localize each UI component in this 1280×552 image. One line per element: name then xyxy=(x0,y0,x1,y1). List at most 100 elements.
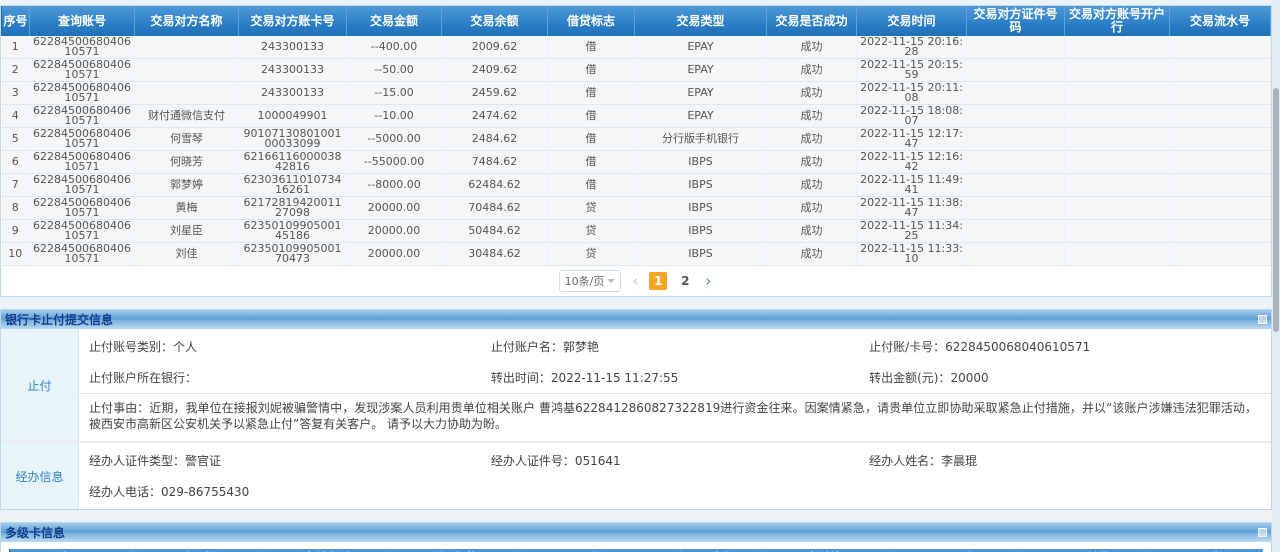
table-cell: 50484.62 xyxy=(441,219,548,243)
table-cell xyxy=(1064,196,1170,220)
table-row: 4 6228450068040610571 财付通微信支付 1000049901 --1… xyxy=(1,104,1271,128)
table-cell: 借 xyxy=(547,104,635,128)
table-cell: 成功 xyxy=(766,219,857,243)
stop-payment-section: 银行卡止付提交信息 止付 止付账号类别：个人 止付账户名：郭梦艳 止付账/卡号：… xyxy=(0,309,1272,510)
table-cell: 成功 xyxy=(766,127,857,151)
table-cell: 2459.62 xyxy=(441,81,548,105)
table-cell: --5000.00 xyxy=(346,127,442,151)
table-cell xyxy=(1064,219,1170,243)
table-cell: 何晓芳 xyxy=(134,150,239,174)
table-cell: 黄梅 xyxy=(134,196,239,220)
table-cell: --50.00 xyxy=(346,58,442,82)
table-cell xyxy=(966,219,1065,243)
table-cell: 2022-11-15 20:16:28 xyxy=(856,36,967,59)
table-cell: 郭梦婷 xyxy=(134,173,239,197)
table-cell: 20000.00 xyxy=(346,196,442,220)
collapse-icon[interactable] xyxy=(1258,528,1267,537)
table-cell: 6235010990500170473 xyxy=(238,242,347,266)
stop-account-bank: 止付账户所在银行： xyxy=(89,371,198,385)
table-cell xyxy=(966,127,1065,151)
table-cell xyxy=(1169,58,1271,82)
agent-info-body: 经办人证件类型：警官证 经办人证件号：051641 经办人姓名：李晨琨 经办人电… xyxy=(79,443,1271,509)
collapse-icon[interactable] xyxy=(1258,315,1267,324)
page-size-label: 10条/页 xyxy=(564,275,605,288)
table-cell: 6228450068040610571 xyxy=(29,196,135,220)
table-cell xyxy=(966,173,1065,197)
table-cell: 243300133 xyxy=(238,36,347,59)
table-cell: 3 xyxy=(1,81,30,105)
table-cell: 借 xyxy=(547,150,635,174)
next-page-button[interactable]: › xyxy=(705,271,712,290)
section-title: 银行卡止付提交信息 xyxy=(5,313,114,327)
table-cell xyxy=(966,104,1065,128)
table-row: 1 6228450068040610571 243300133 --400.00 200… xyxy=(1,36,1271,59)
table-row: 5 6228450068040610571 何雪琴 90107130801001000… xyxy=(1,127,1271,151)
page-number-1[interactable]: 1 xyxy=(649,272,668,290)
scrollbar-thumb[interactable] xyxy=(1273,88,1279,332)
table-cell: 成功 xyxy=(766,104,857,128)
table-cell: EPAY xyxy=(634,36,767,59)
table-row: 7 6228450068040610571 郭梦婷 62303611010734162… xyxy=(1,173,1271,197)
page-number-2[interactable]: 2 xyxy=(681,274,690,288)
table-cell: 2022-11-15 20:11:08 xyxy=(856,81,967,105)
column-header: 交易对方账卡号 xyxy=(238,6,347,36)
table-cell xyxy=(1169,150,1271,174)
table-cell: 刘星臣 xyxy=(134,219,239,243)
table-cell: 成功 xyxy=(766,173,857,197)
table-cell: 2009.62 xyxy=(441,36,548,59)
pagination: 10条/页 ‹ 1 2 › xyxy=(1,266,1271,296)
table-cell: --15.00 xyxy=(346,81,442,105)
column-header: 交易时间 xyxy=(856,6,967,36)
table-cell: 6228450068040610571 xyxy=(29,150,135,174)
table-cell xyxy=(1064,104,1170,128)
column-header: 交易对方证件号码 xyxy=(966,6,1065,36)
table-cell: --8000.00 xyxy=(346,173,442,197)
table-cell xyxy=(966,150,1065,174)
table-cell xyxy=(1169,36,1271,59)
table-cell: 7484.62 xyxy=(441,150,548,174)
table-cell: 借 xyxy=(547,173,635,197)
table-cell: 243300133 xyxy=(238,81,347,105)
table-cell: 5 xyxy=(1,127,30,151)
column-header: 交易余额 xyxy=(441,6,548,36)
table-row: 3 6228450068040610571 243300133 --15.00 2459… xyxy=(1,81,1271,105)
table-cell xyxy=(1169,242,1271,266)
table-cell xyxy=(134,58,239,82)
agent-name: 经办人姓名：李晨琨 xyxy=(869,454,978,468)
field-line: 止付账号类别：个人 止付账户名：郭梦艳 止付账/卡号：6228450068040… xyxy=(79,331,1271,362)
table-cell: 6217281942001127098 xyxy=(238,196,347,220)
agent-phone: 经办人电话：029-86755430 xyxy=(89,485,250,499)
table-cell: IBPS xyxy=(634,173,767,197)
table-cell: 6228450068040610571 xyxy=(29,219,135,243)
column-header: 借贷标志 xyxy=(547,6,635,36)
vertical-scrollbar[interactable] xyxy=(1272,0,1280,552)
table-cell: 刘佳 xyxy=(134,242,239,266)
page-size-select[interactable]: 10条/页 xyxy=(558,270,622,292)
table-cell: 2022-11-15 12:17:47 xyxy=(856,127,967,151)
table-cell: 成功 xyxy=(766,242,857,266)
table-row: 10 6228450068040610571 刘佳 62350109905001704… xyxy=(1,242,1271,266)
table-cell: 2022-11-15 11:34:25 xyxy=(856,219,967,243)
stop-payment-reason: 止付事由：近期，我单位在接报刘妮被骗警情中，发现涉案人员利用贵单位相关账户 曹鸿… xyxy=(79,393,1271,439)
prev-page-button[interactable]: ‹ xyxy=(632,271,639,290)
table-cell: 2022-11-15 11:49:41 xyxy=(856,173,967,197)
table-cell xyxy=(1169,81,1271,105)
table-cell xyxy=(134,81,239,105)
table-cell: 4 xyxy=(1,104,30,128)
table-cell: 30484.62 xyxy=(441,242,548,266)
column-header: 序号 xyxy=(1,6,30,36)
table-cell: 成功 xyxy=(766,36,857,59)
table-cell: 借 xyxy=(547,36,635,59)
table-cell: 2022-11-15 18:08:07 xyxy=(856,104,967,128)
table-cell: 10 xyxy=(1,242,30,266)
table-cell: 成功 xyxy=(766,196,857,220)
table-cell: 6228450068040610571 xyxy=(29,58,135,82)
table-cell xyxy=(1064,242,1170,266)
table-cell: IBPS xyxy=(634,150,767,174)
multicard-table-wrap: 序号级别止付类型所属机构账号余额止付结果录入人录入单位录入时间1一级第三方止付中… xyxy=(1,542,1271,552)
table-cell: 2409.62 xyxy=(441,58,548,82)
table-cell xyxy=(1064,127,1170,151)
multicard-table: 序号级别止付类型所属机构账号余额止付结果录入人录入单位录入时间1一级第三方止付中… xyxy=(9,549,1263,552)
table-cell: EPAY xyxy=(634,81,767,105)
table-cell: 2022-11-15 11:33:10 xyxy=(856,242,967,266)
